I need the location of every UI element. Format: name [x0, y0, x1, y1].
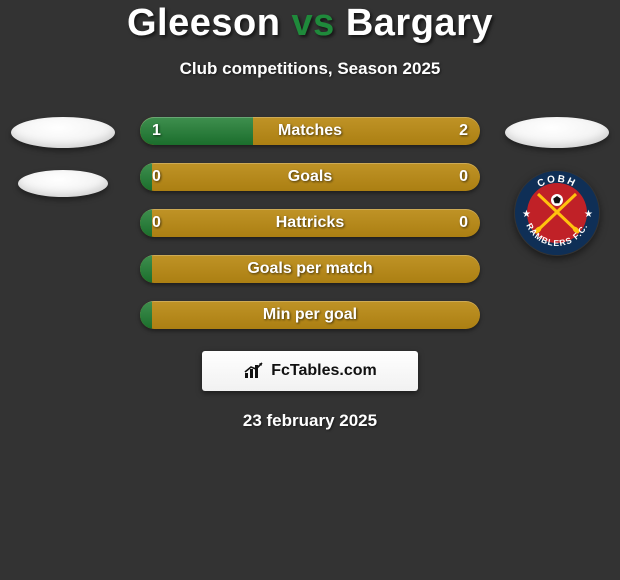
page-title: Gleeson vs Bargary: [0, 2, 620, 45]
club-right-badge: COBH RAMBLERS F.C. ★ ★: [514, 170, 600, 256]
player-right-name: Bargary: [346, 2, 493, 44]
stat-bar-gpm-fill: [140, 255, 152, 283]
player-right-avatar: [505, 117, 609, 148]
comparison-card: Gleeson vs Bargary Club competitions, Se…: [0, 0, 620, 580]
stat-bar-hattricks-fill: [140, 209, 152, 237]
stat-hattricks-right: 0: [459, 209, 468, 237]
stat-bar-mpg-fill: [140, 301, 152, 329]
club-right-badge-svg: COBH RAMBLERS F.C. ★ ★: [514, 170, 600, 256]
stat-goals-left: 0: [152, 163, 161, 191]
brand-box: FcTables.com: [202, 351, 418, 391]
left-player-column: [8, 117, 118, 197]
club-left-badge: [18, 170, 108, 197]
brand-text: FcTables.com: [271, 362, 377, 380]
stat-bar-matches: 1 2 Matches: [140, 117, 480, 145]
footer-date: 23 february 2025: [0, 411, 620, 431]
stat-hattricks-left: 0: [152, 209, 161, 237]
svg-text:★: ★: [522, 209, 531, 220]
stat-gpm-label: Goals per match: [140, 255, 480, 283]
stat-bar-hattricks: 0 0 Hattricks: [140, 209, 480, 237]
stat-bar-min-per-goal: Min per goal: [140, 301, 480, 329]
player-left-avatar: [11, 117, 115, 148]
stat-bar-goals-fill: [140, 163, 152, 191]
right-player-column: COBH RAMBLERS F.C. ★ ★: [502, 117, 612, 256]
stat-mpg-label: Min per goal: [140, 301, 480, 329]
stat-bar-goals: 0 0 Goals: [140, 163, 480, 191]
stat-matches-right: 2: [459, 117, 468, 145]
svg-text:★: ★: [584, 209, 593, 220]
stat-goals-right: 0: [459, 163, 468, 191]
chart-icon: [243, 362, 265, 380]
stat-goals-label: Goals: [140, 163, 480, 191]
stat-hattricks-label: Hattricks: [140, 209, 480, 237]
comparison-area: COBH RAMBLERS F.C. ★ ★ 1 2 Matches: [0, 117, 620, 431]
stat-matches-left: 1: [152, 117, 161, 145]
player-left-name: Gleeson: [127, 2, 280, 44]
subtitle: Club competitions, Season 2025: [0, 59, 620, 79]
vs-separator: vs: [292, 2, 335, 44]
stat-bar-goals-per-match: Goals per match: [140, 255, 480, 283]
stat-bars: 1 2 Matches 0 0 Goals 0 0 Hattricks Go: [140, 117, 480, 329]
